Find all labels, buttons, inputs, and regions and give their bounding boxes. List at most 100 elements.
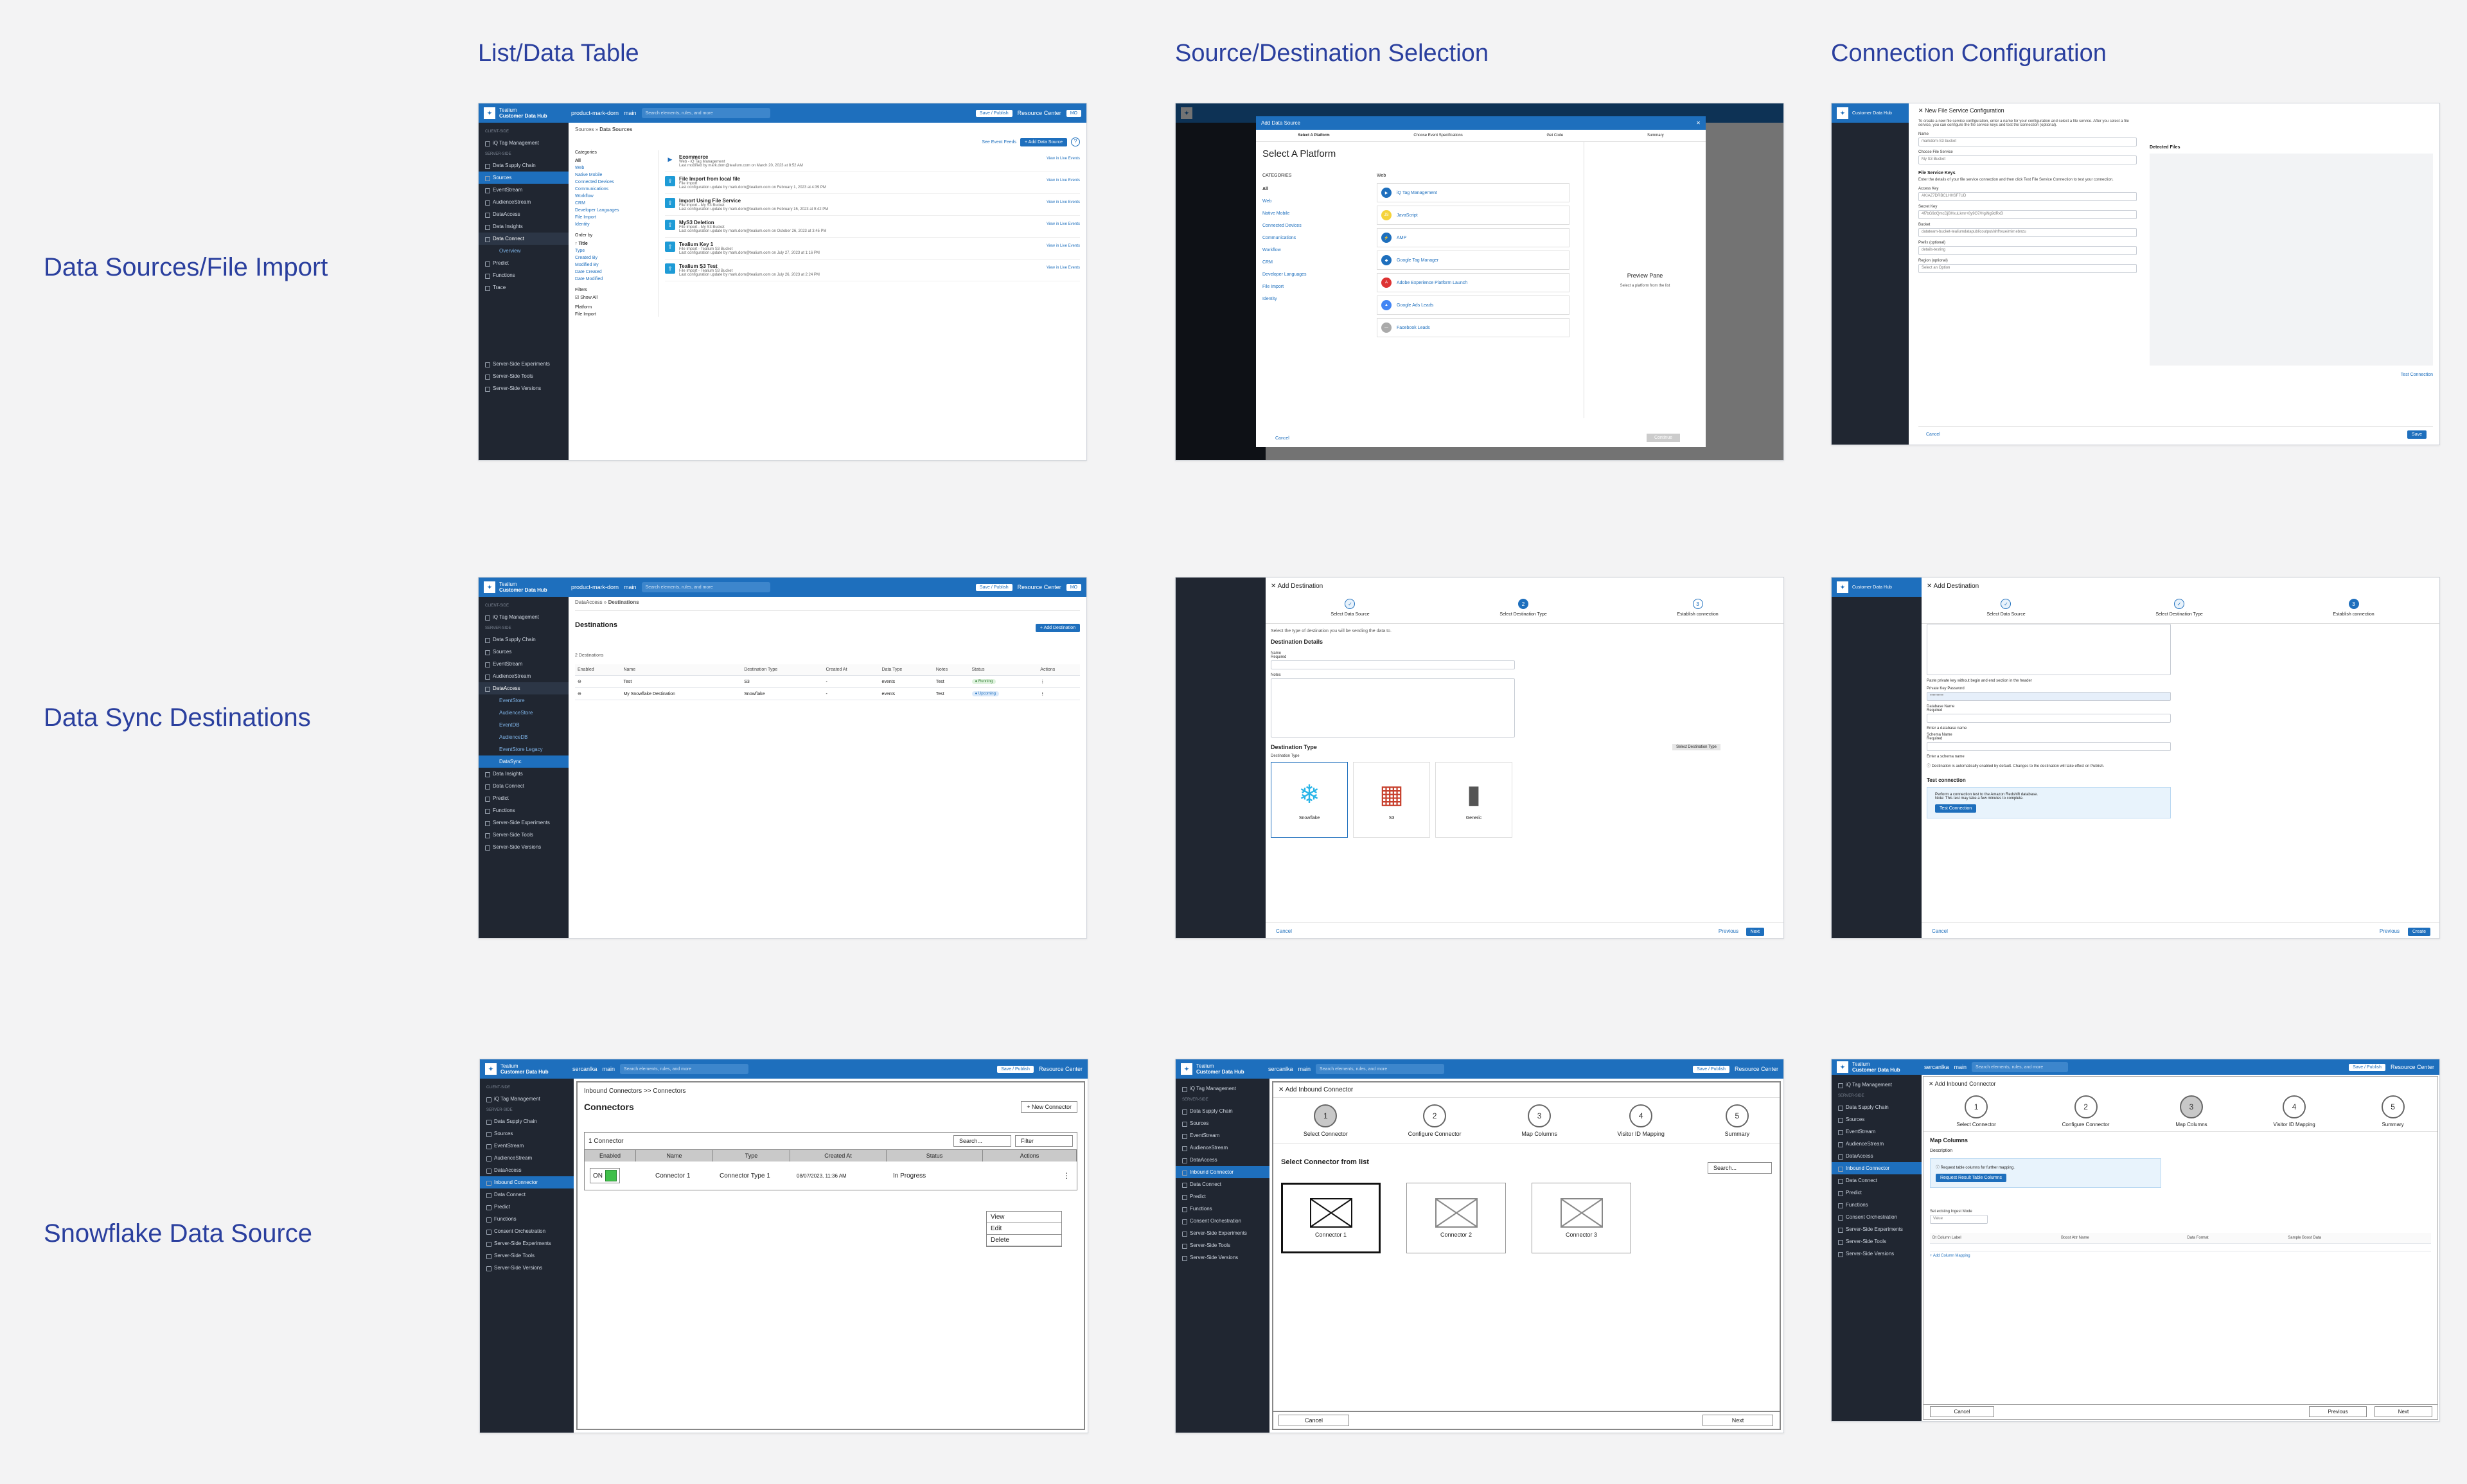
sidebar-item-audiencestream[interactable]: AudienceStream — [1176, 1142, 1269, 1154]
close-icon[interactable]: ✕ — [1918, 107, 1923, 114]
save-publish-button[interactable]: Save / Publish — [1693, 1065, 1729, 1073]
sidebar-item-dataaccess[interactable]: DataAccess — [479, 682, 569, 694]
sidebar-item-predict[interactable]: Predict — [480, 1201, 574, 1213]
sidebar-item-iq[interactable]: iQ Tag Management — [1832, 1079, 1922, 1091]
schema-name-input[interactable] — [1927, 742, 2171, 751]
close-icon[interactable]: ✕ — [1271, 583, 1277, 590]
wizard-step[interactable]: 1 Select Connector — [1956, 1095, 1996, 1127]
connector-card[interactable]: Connector 3 — [1532, 1183, 1631, 1253]
category-item[interactable]: All — [1262, 187, 1268, 191]
cancel-button[interactable]: Cancel — [1930, 1406, 1994, 1417]
sidebar-item-connect[interactable]: Data Connect — [1176, 1178, 1269, 1190]
branch-select[interactable]: main — [1298, 1066, 1311, 1072]
profile-select[interactable]: sercanlka — [1268, 1066, 1293, 1072]
sidebar-item-audiencedb[interactable]: AudienceDB — [499, 734, 528, 740]
destination-type-card[interactable]: ▮ Generic — [1435, 762, 1512, 838]
wizard-step[interactable]: 1 Select Connector — [1304, 1104, 1348, 1137]
row-actions-kebab-icon[interactable]: ⋮ — [1063, 1171, 1070, 1180]
connector-card[interactable]: Connector 2 — [1406, 1183, 1506, 1253]
search-input[interactable]: Search... — [953, 1135, 1011, 1147]
sidebar-item-iq[interactable]: iQ Tag Management — [479, 137, 569, 149]
filter-button[interactable]: Filter — [1015, 1135, 1073, 1147]
menu-item-edit[interactable]: Edit — [987, 1223, 1061, 1235]
bucket-input[interactable]: datateam-bucket-tealiumdatapublicoutput/… — [1918, 228, 2137, 237]
branch-select[interactable]: main — [1954, 1064, 1967, 1070]
sidebar-item-predict[interactable]: Predict — [1176, 1190, 1269, 1203]
sidebar-item-iq[interactable]: iQ Tag Management — [479, 611, 569, 623]
sidebar-item-sources[interactable]: Sources — [1832, 1113, 1922, 1126]
category-item[interactable]: File Import — [1262, 285, 1284, 289]
sidebar-item-sources[interactable]: Sources — [1176, 1117, 1269, 1129]
platform-file-import[interactable]: File Import — [575, 312, 597, 317]
test-connection-button[interactable]: Test Connection — [1935, 804, 1977, 813]
avatar[interactable]: MO — [1066, 109, 1081, 117]
sidebar-item-sources[interactable]: Sources — [480, 1127, 574, 1140]
sidebar-item-trace[interactable]: Trace — [479, 281, 569, 294]
add-destination-button[interactable]: + Add Destination — [1035, 623, 1080, 632]
platform-item[interactable]: ▶ iQ Tag Management — [1377, 183, 1570, 202]
sidebar-item-versions[interactable]: Server-Side Versions — [479, 841, 569, 853]
menu-item-view[interactable]: View — [987, 1212, 1061, 1223]
ingest-mode-select[interactable]: Value — [1930, 1215, 1988, 1224]
sidebar-item-experiments[interactable]: Server-Side Experiments — [1176, 1227, 1269, 1239]
test-connection-link[interactable]: Test Connection — [2400, 373, 2433, 377]
wizard-step[interactable]: 3 Establish connection — [1677, 599, 1719, 617]
sidebar-item-tools[interactable]: Server-Side Tools — [479, 829, 569, 841]
wizard-step[interactable]: 2 Configure Connector — [2062, 1095, 2109, 1127]
order-item-title[interactable]: ↑ Title — [575, 242, 588, 246]
profile-select[interactable]: product-mark-dorn — [571, 584, 619, 590]
sidebar-item-eventdb[interactable]: EventDB — [499, 722, 520, 728]
wizard-step[interactable]: 5 Summary — [2381, 1095, 2405, 1127]
enabled-toggle[interactable]: ⊖ — [575, 675, 621, 688]
next-button[interactable]: Next — [1702, 1415, 1773, 1426]
table-row[interactable]: ON Connector 1 Connector Type 1 08/07/20… — [585, 1162, 1077, 1190]
platform-item[interactable]: A Adobe Experience Platform Launch — [1377, 273, 1570, 292]
category-item[interactable]: CRM — [575, 201, 585, 206]
sidebar-item-supply[interactable]: Data Supply Chain — [479, 633, 569, 646]
sidebar-item-functions[interactable]: Functions — [479, 269, 569, 281]
global-search-input[interactable]: Search elements, rules, and more — [1316, 1064, 1445, 1074]
category-item[interactable]: Connected Devices — [575, 180, 614, 184]
sidebar-item-audiencestream[interactable]: AudienceStream — [479, 196, 569, 208]
category-item[interactable]: Native Mobile — [575, 173, 603, 177]
sidebar-item-experiments[interactable]: Server-Side Experiments — [479, 358, 569, 370]
access-key-input[interactable]: AKIAZ7DRBCLHHSF7UD — [1918, 192, 2137, 201]
wizard-step[interactable]: ✓ Select Data Source — [1986, 599, 2026, 617]
show-all-checkbox[interactable]: ☑ Show All — [575, 296, 598, 300]
view-live-events-link[interactable]: View in Live Events — [1047, 179, 1080, 182]
sidebar-item-sources[interactable]: Sources — [479, 172, 569, 184]
view-live-events-link[interactable]: View in Live Events — [1047, 157, 1080, 161]
enabled-toggle[interactable]: ⊖ — [575, 687, 621, 700]
name-input[interactable]: markdorn-S3 bucket — [1918, 137, 2137, 146]
enabled-toggle[interactable]: ON — [590, 1168, 620, 1183]
see-event-feeds-link[interactable]: See Event Feeds — [982, 139, 1017, 145]
sidebar-item-functions[interactable]: Functions — [480, 1213, 574, 1225]
sidebar-item-connect[interactable]: Data Connect — [480, 1188, 574, 1201]
profile-select[interactable]: sercanlka — [1924, 1064, 1949, 1070]
wizard-step[interactable]: ✓ Select Destination Type — [2155, 599, 2203, 617]
close-icon[interactable]: ✕ — [1278, 1086, 1284, 1093]
sidebar-item-supply[interactable]: Data Supply Chain — [480, 1115, 574, 1127]
sidebar-item-versions[interactable]: Server-Side Versions — [1176, 1251, 1269, 1264]
sidebar-item-audiencestream[interactable]: AudienceStream — [480, 1152, 574, 1164]
resource-center-link[interactable]: Resource Center — [1038, 1066, 1083, 1072]
search-input[interactable]: Search... — [1708, 1162, 1772, 1174]
save-publish-button[interactable]: Save / Publish — [2349, 1063, 2385, 1071]
sidebar-item-dataaccess[interactable]: DataAccess — [480, 1164, 574, 1176]
branch-select[interactable]: main — [624, 584, 637, 590]
platform-item[interactable]: ▲ Google Ads Leads — [1377, 296, 1570, 315]
sidebar-item-consent[interactable]: Consent Orchestration — [1176, 1215, 1269, 1227]
category-item[interactable]: Identity — [575, 222, 590, 227]
next-button[interactable]: Next — [2374, 1406, 2432, 1417]
sidebar-item-eventstream[interactable]: EventStream — [1176, 1129, 1269, 1142]
profile-select[interactable]: product-mark-dorn — [571, 110, 619, 116]
order-item[interactable]: Modified By — [575, 263, 599, 267]
sidebar-item-supply[interactable]: Data Supply Chain — [1832, 1101, 1922, 1113]
profile-select[interactable]: sercanlka — [572, 1066, 597, 1072]
sidebar-item-dataaccess[interactable]: DataAccess — [1176, 1154, 1269, 1166]
sidebar-item-inbound-connector[interactable]: Inbound Connector — [480, 1176, 574, 1188]
category-item[interactable]: Workflow — [575, 194, 594, 199]
close-icon[interactable]: ✕ — [1927, 583, 1932, 590]
platform-item[interactable]: JS JavaScript — [1377, 206, 1570, 225]
sidebar-item-overview[interactable]: Overview — [499, 248, 521, 254]
